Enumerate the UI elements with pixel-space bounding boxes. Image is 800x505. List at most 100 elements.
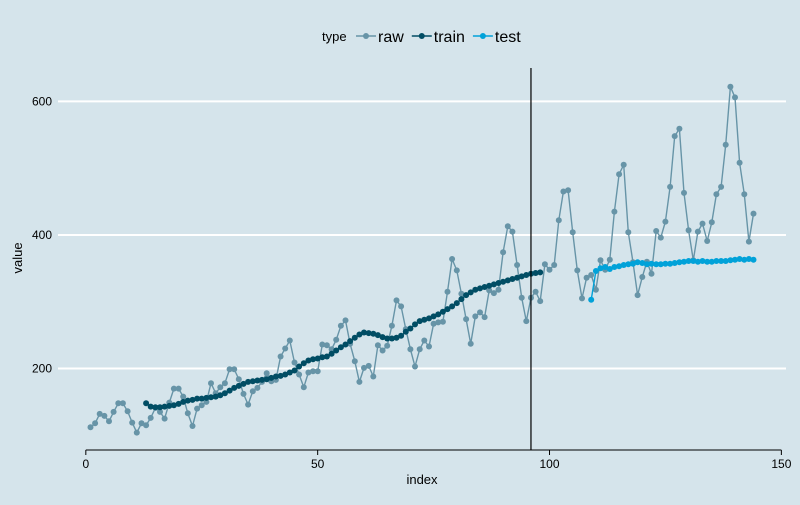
data-point-raw — [245, 401, 252, 408]
data-point-train — [500, 278, 507, 285]
data-point-raw — [342, 317, 349, 324]
data-point-train — [342, 341, 349, 348]
data-point-raw — [421, 337, 428, 344]
legend-key-point-train — [418, 33, 425, 39]
data-point-raw — [681, 189, 687, 196]
data-point-train — [435, 311, 442, 318]
data-point-train — [490, 281, 497, 288]
data-point-test — [657, 261, 664, 268]
legend-label-raw: raw — [378, 29, 404, 46]
data-point-train — [495, 280, 502, 286]
data-point-raw — [161, 415, 168, 422]
data-point-test — [671, 260, 678, 266]
data-point-train — [477, 285, 483, 292]
data-point-test — [639, 260, 646, 266]
x-tick-label: 50 — [311, 457, 325, 471]
data-point-train — [518, 273, 525, 280]
data-point-raw — [407, 346, 414, 353]
data-point-raw — [412, 363, 418, 370]
data-point-raw — [124, 408, 131, 415]
y-axis-title: value — [10, 242, 25, 273]
data-point-raw — [495, 286, 502, 293]
data-point-raw — [388, 322, 395, 329]
data-point-raw — [323, 342, 330, 349]
data-point-raw — [694, 228, 701, 235]
data-point-test — [634, 259, 641, 266]
data-point-train — [189, 396, 196, 403]
data-point-raw — [282, 345, 289, 352]
data-point-raw — [87, 424, 94, 431]
data-point-raw — [579, 295, 585, 302]
data-point-train — [509, 276, 516, 282]
data-point-train — [351, 334, 358, 341]
x-axis-title: index — [406, 472, 438, 487]
data-point-raw — [119, 400, 126, 407]
legend-label-train: train — [434, 29, 465, 46]
data-point-train — [449, 303, 456, 310]
data-point-train — [439, 308, 446, 315]
data-point-raw — [708, 219, 715, 226]
data-point-raw — [648, 270, 655, 277]
data-point-raw — [551, 262, 558, 268]
data-point-raw — [616, 171, 623, 178]
data-point-train — [537, 269, 544, 276]
data-point-train — [226, 387, 233, 394]
data-point-raw — [597, 257, 604, 264]
data-point-raw — [490, 290, 497, 297]
y-tick-label: 200 — [32, 362, 52, 376]
data-point-test — [597, 265, 604, 272]
data-point-train — [514, 274, 521, 281]
data-point-raw — [416, 346, 423, 353]
data-point-raw — [226, 366, 233, 373]
data-point-raw — [92, 420, 99, 427]
data-point-train — [184, 397, 191, 404]
data-point-train — [347, 338, 354, 345]
data-point-test — [643, 261, 650, 268]
data-point-raw — [217, 384, 224, 391]
data-point-train — [370, 330, 377, 337]
y-tick-label: 600 — [32, 94, 52, 108]
data-point-raw — [221, 380, 228, 387]
data-point-train — [398, 332, 405, 339]
data-point-raw — [300, 384, 307, 391]
data-point-test — [606, 266, 613, 272]
data-point-train — [486, 282, 493, 289]
data-point-raw — [713, 191, 720, 198]
data-point-test — [625, 261, 632, 268]
data-point-train — [208, 394, 214, 401]
data-point-raw — [532, 288, 539, 295]
data-point-raw — [504, 223, 511, 230]
data-point-raw — [588, 272, 595, 278]
data-point-raw — [249, 388, 256, 395]
data-point-train — [323, 353, 330, 360]
data-point-test — [602, 264, 609, 270]
data-point-raw — [277, 353, 284, 360]
data-point-train — [212, 393, 219, 400]
legend-title: type — [322, 29, 347, 44]
data-point-raw — [555, 217, 562, 224]
data-point-raw — [189, 423, 196, 429]
data-point-raw — [305, 369, 312, 376]
data-point-raw — [541, 261, 548, 268]
data-point-train — [388, 335, 395, 342]
data-point-test — [732, 256, 738, 263]
data-point-train — [277, 372, 284, 379]
data-point-raw — [514, 262, 521, 268]
data-point-train — [356, 331, 363, 338]
data-point-test — [676, 259, 683, 266]
data-point-train — [305, 357, 312, 364]
data-point-test — [662, 260, 669, 267]
data-point-raw — [356, 378, 363, 385]
data-point-test — [667, 260, 674, 267]
data-point-raw — [699, 220, 706, 227]
data-point-train — [235, 382, 242, 389]
data-point-raw — [194, 405, 201, 412]
y-tick-label: 400 — [32, 228, 52, 242]
data-point-raw — [310, 368, 316, 375]
data-point-raw — [184, 410, 191, 417]
data-point-train — [430, 313, 437, 320]
legend-key-point-raw — [363, 33, 369, 39]
data-point-train — [161, 403, 168, 410]
data-point-train — [259, 376, 265, 383]
data-point-raw — [106, 418, 112, 425]
